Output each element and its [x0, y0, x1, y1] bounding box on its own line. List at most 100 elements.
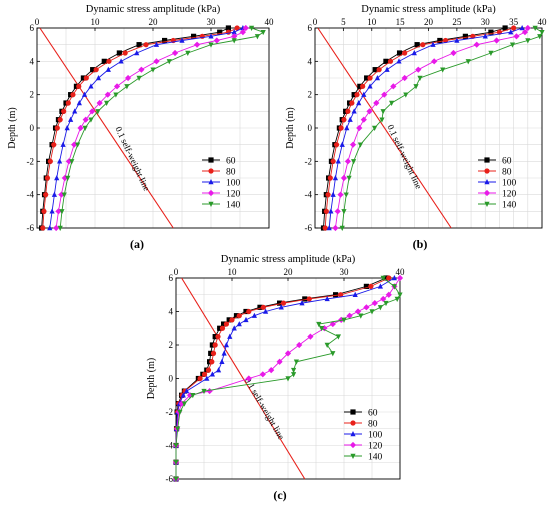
data-point [330, 158, 336, 164]
data-point [302, 296, 308, 302]
data-point [260, 29, 266, 36]
data-point [338, 125, 344, 131]
data-point [181, 401, 187, 407]
y-tick-label: 2 [30, 90, 35, 100]
x-tick-label: 30 [207, 17, 217, 27]
data-point [53, 224, 60, 232]
data-point [363, 283, 369, 289]
data-point [430, 41, 436, 47]
y-tick-label: -6 [27, 223, 35, 233]
data-point [511, 25, 517, 31]
series-120 [53, 24, 249, 232]
data-point [153, 41, 160, 47]
data-point [233, 313, 240, 319]
data-point [243, 316, 249, 323]
x-tick-label: 35 [509, 17, 519, 27]
data-point [325, 192, 331, 198]
reference-line-label: 0.1 self-weight line [243, 376, 287, 441]
data-point [454, 37, 460, 43]
y-tick-label: 6 [308, 23, 313, 33]
data-point [162, 37, 168, 44]
data-point [341, 317, 347, 323]
data-point [204, 375, 210, 381]
data-point [402, 50, 408, 56]
data-point [364, 75, 370, 81]
data-point [411, 50, 417, 56]
data-point [276, 358, 283, 365]
y-tick-label: -6 [166, 474, 174, 484]
data-point [383, 275, 389, 281]
data-point [389, 100, 395, 106]
data-point [217, 29, 223, 35]
data-point [293, 359, 299, 365]
data-point [242, 24, 249, 32]
x-tick-label: 20 [149, 17, 159, 27]
legend-marker [208, 201, 214, 207]
data-point [206, 387, 213, 395]
data-point [330, 351, 336, 357]
series-100 [173, 275, 397, 482]
series-100 [47, 25, 246, 231]
data-point [482, 33, 488, 39]
data-point [337, 191, 344, 198]
y-tick-label: 0 [308, 123, 313, 133]
data-point [61, 192, 67, 198]
data-point [354, 308, 362, 315]
legend-label: 60 [502, 157, 512, 167]
data-point [96, 99, 103, 107]
data-point [138, 66, 145, 73]
data-point [219, 358, 225, 364]
data-point [83, 75, 89, 81]
data-point [420, 42, 426, 48]
data-point [326, 225, 332, 231]
data-point [213, 37, 220, 44]
y-axis-label: Depth (m) [285, 107, 296, 148]
legend-label: 100 [226, 179, 241, 189]
data-point [373, 99, 380, 107]
data-point [82, 125, 88, 131]
data-point [333, 292, 339, 298]
data-point [221, 321, 227, 327]
data-point [153, 58, 160, 65]
data-point [124, 74, 132, 82]
data-point [234, 25, 240, 31]
x-tick-label: 25 [452, 17, 462, 27]
data-point [462, 33, 468, 39]
data-point [88, 117, 94, 123]
data-point [205, 367, 212, 373]
data-point [89, 108, 96, 115]
data-point [124, 84, 130, 90]
data-point [396, 58, 402, 64]
data-point [513, 33, 520, 40]
data-point [215, 367, 222, 373]
series-140 [339, 25, 545, 231]
reference-line [39, 27, 174, 229]
data-point [347, 116, 353, 122]
y-tick-label: 6 [169, 273, 174, 283]
data-point [396, 50, 403, 56]
y-tick-label: -2 [166, 407, 174, 417]
data-point [90, 67, 96, 73]
data-point [201, 388, 207, 395]
data-point [184, 388, 190, 394]
data-point [219, 325, 226, 331]
data-point [254, 34, 260, 40]
legend-marker [350, 420, 356, 426]
data-point [177, 409, 183, 415]
legend-marker [208, 168, 214, 174]
data-point [49, 208, 55, 214]
data-point [357, 142, 363, 148]
data-point [57, 158, 63, 164]
data-point [201, 371, 208, 377]
data-point [440, 67, 446, 73]
data-point [374, 75, 381, 81]
data-point [82, 116, 89, 123]
data-point [60, 141, 66, 147]
data-point [221, 350, 227, 356]
data-point [263, 308, 269, 314]
data-point [61, 108, 67, 114]
data-point [383, 300, 389, 307]
legend-marker [350, 409, 356, 415]
data-point [299, 300, 305, 306]
data-point [193, 41, 201, 48]
